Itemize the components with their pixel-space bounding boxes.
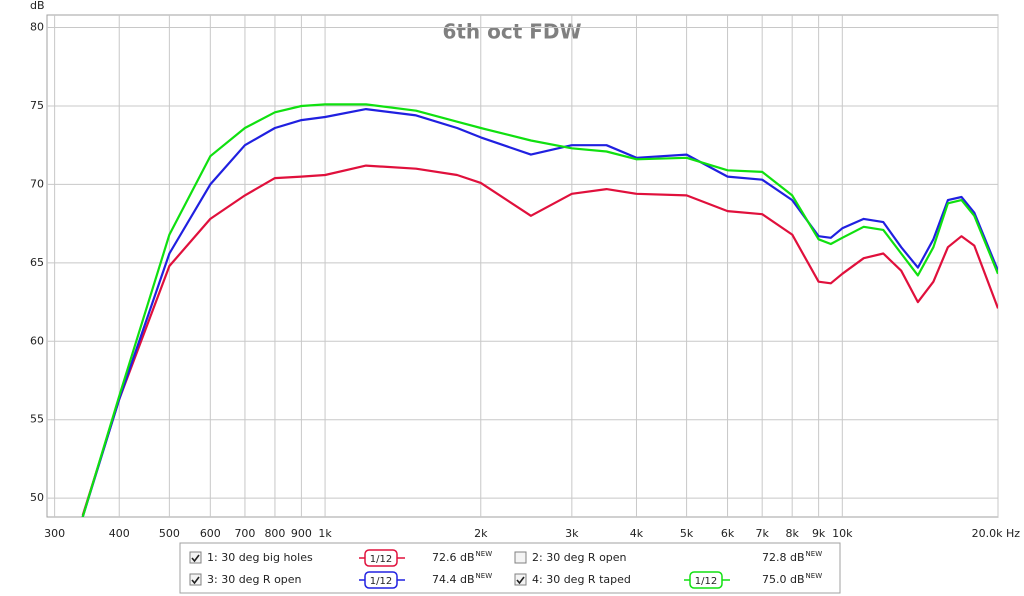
legend-checkmark [191, 576, 200, 585]
legend-level-note: NEW [806, 550, 823, 558]
x-tick-label: 7k [755, 527, 769, 540]
x-tick-label: 20.0k Hz [972, 527, 1021, 540]
legend-checkbox[interactable] [514, 551, 527, 564]
y-tick-label: 65 [30, 256, 44, 269]
x-tick-label: 800 [264, 527, 285, 540]
smoothing-icon[interactable] [364, 549, 398, 567]
legend-level: 74.4 dB [432, 573, 475, 586]
legend-label: 2: 30 deg R open [532, 551, 627, 564]
smoothing-label: 1/12 [370, 576, 392, 587]
legend-checkmark [191, 554, 200, 563]
y-tick-label: 50 [30, 491, 44, 504]
x-tick-label: 8k [785, 527, 799, 540]
x-tick-label: 6k [721, 527, 735, 540]
x-tick-label: 9k [812, 527, 826, 540]
x-tick-label: 300 [44, 527, 65, 540]
x-tick-label: 700 [234, 527, 255, 540]
legend-level: 72.8 dB [762, 551, 805, 564]
x-tick-label: 400 [109, 527, 130, 540]
y-tick-label: 70 [30, 177, 44, 190]
plot-area [46, 14, 999, 518]
smoothing-icon[interactable] [364, 571, 398, 589]
x-tick-label: 2k [474, 527, 488, 540]
legend-level-note: NEW [476, 572, 493, 580]
x-tick-label: 600 [200, 527, 221, 540]
y-tick-label: 60 [30, 334, 44, 347]
smoothing-label: 1/12 [370, 554, 392, 565]
data-line [81, 108, 998, 517]
smoothing-icon[interactable] [689, 571, 723, 589]
legend [179, 542, 841, 594]
x-tick-label: 10k [832, 527, 853, 540]
legend-label: 3: 30 deg R open [207, 573, 302, 586]
legend-checkbox[interactable] [189, 551, 202, 564]
x-tick-label: 3k [565, 527, 579, 540]
x-tick-label: 900 [291, 527, 312, 540]
legend-checkmark [516, 576, 525, 585]
y-tick-label: 75 [30, 99, 44, 112]
x-tick-label: 500 [159, 527, 180, 540]
x-tick-label: 5k [680, 527, 694, 540]
smoothing-label: 1/12 [695, 576, 717, 587]
y-unit: dB [30, 0, 45, 12]
data-line [81, 164, 998, 516]
y-tick-label: 55 [30, 413, 44, 426]
legend-label: 1: 30 deg big holes [207, 551, 313, 564]
chart-title: 6th oct FDW [442, 20, 581, 44]
y-tick-label: 80 [30, 21, 44, 34]
x-tick-label: 1k [318, 527, 332, 540]
legend-level-note: NEW [806, 572, 823, 580]
legend-level: 72.6 dB [432, 551, 475, 564]
legend-level-note: NEW [476, 550, 493, 558]
legend-level: 75.0 dB [762, 573, 805, 586]
legend-checkbox[interactable] [514, 573, 527, 586]
legend-label: 4: 30 deg R taped [532, 573, 631, 586]
data-line [81, 103, 998, 517]
x-tick-label: 4k [630, 527, 644, 540]
legend-checkbox[interactable] [189, 573, 202, 586]
